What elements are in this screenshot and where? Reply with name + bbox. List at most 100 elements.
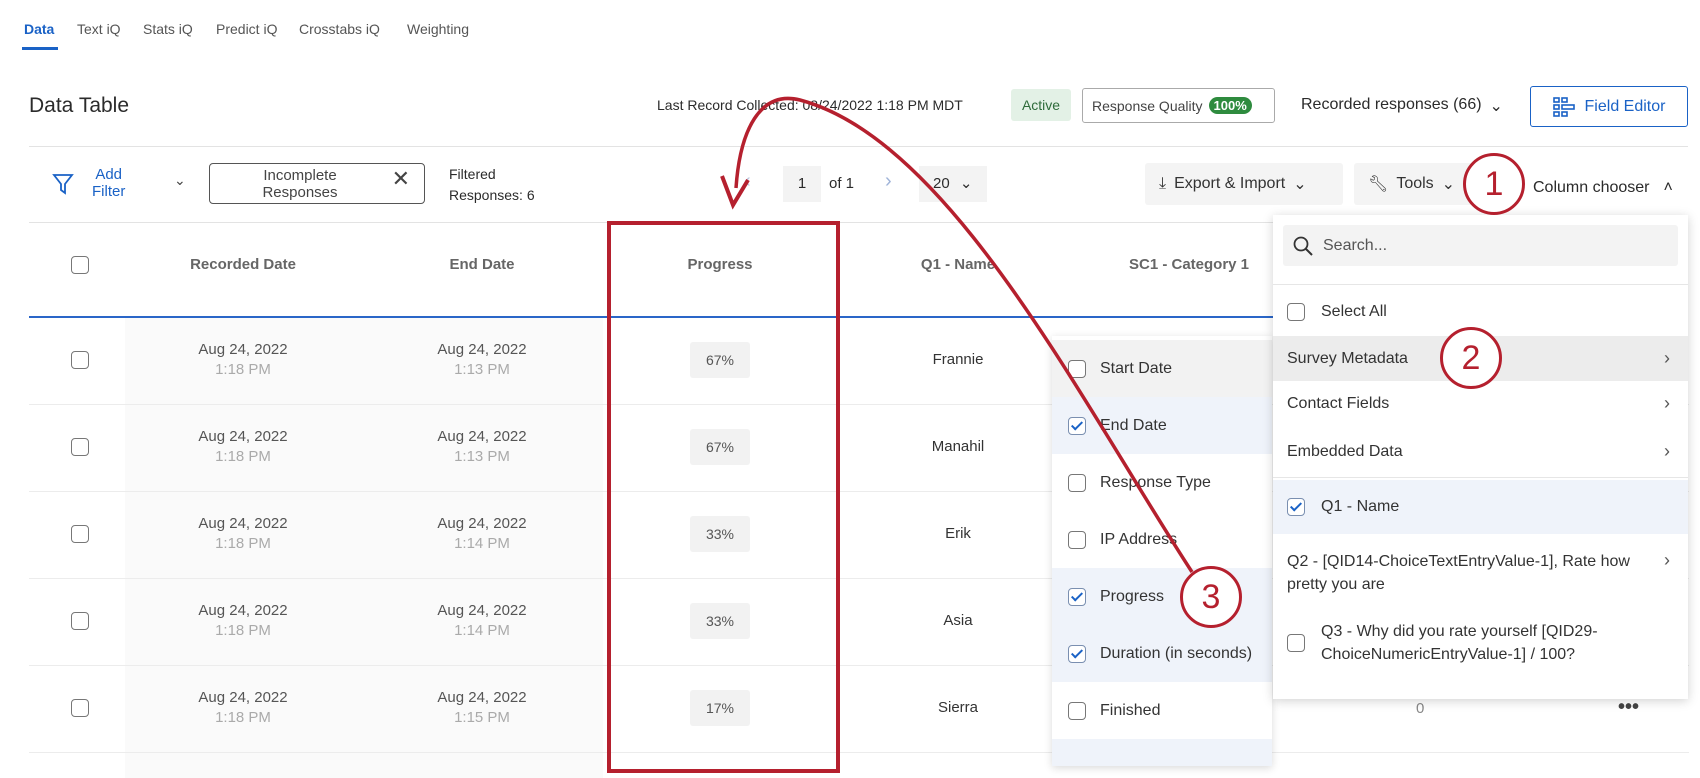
name-cell: Sierra bbox=[937, 699, 979, 716]
add-filter-button[interactable]: Add Filter bbox=[92, 166, 126, 200]
column-header-q1-name[interactable]: Q1 - Name bbox=[920, 256, 996, 273]
recorded-date-cell: Aug 24, 2022 1:18 PM bbox=[198, 602, 288, 639]
response-quality-label: Response Quality bbox=[1092, 97, 1203, 114]
recorded-responses-label: Recorded responses (66) bbox=[1301, 96, 1482, 113]
select-all-option[interactable]: Select All bbox=[1273, 291, 1688, 333]
status-badge: Active bbox=[1011, 89, 1071, 121]
chevron-down-icon[interactable]: ⌄ bbox=[174, 172, 186, 188]
recorded-date-cell: Aug 24, 2022 1:18 PM bbox=[198, 515, 288, 552]
column-header-sc1-category[interactable]: SC1 - Category 1 bbox=[1128, 256, 1250, 273]
checkbox[interactable] bbox=[1287, 634, 1305, 652]
field-editor-button[interactable]: Field Editor bbox=[1530, 86, 1688, 127]
checkbox[interactable] bbox=[1068, 587, 1086, 606]
chevron-up-icon: ˄ bbox=[1663, 179, 1673, 196]
tab-crosstabs-iq[interactable]: Crosstabs iQ bbox=[299, 21, 380, 37]
annotation-marker-2: 2 bbox=[1440, 327, 1502, 389]
tab-weighting[interactable]: Weighting bbox=[407, 21, 470, 37]
chevron-right-icon: › bbox=[1664, 441, 1670, 461]
divider bbox=[29, 146, 1688, 147]
metadata-option[interactable]: Duration (in seconds) bbox=[1052, 625, 1272, 682]
recorded-date-cell: Aug 24, 2022 1:18 PM bbox=[198, 689, 288, 726]
end-date-cell: Aug 24, 2022 1:14 PM bbox=[437, 515, 527, 552]
metadata-option[interactable]: Finished bbox=[1052, 682, 1272, 739]
tools-button[interactable]: 🔧︎ Tools ⌄ bbox=[1354, 163, 1474, 205]
row-divider bbox=[29, 578, 1689, 579]
chevron-right-icon: › bbox=[1664, 393, 1670, 413]
metadata-option[interactable]: Start Date bbox=[1052, 340, 1272, 397]
checkbox[interactable] bbox=[1068, 530, 1086, 549]
page-count: of 1 bbox=[829, 175, 855, 192]
recorded-responses-dropdown[interactable]: Recorded responses (66) ⌄ bbox=[1301, 96, 1503, 116]
column-shade bbox=[125, 318, 603, 778]
filter-chip[interactable]: Incomplete Responses ✕ bbox=[209, 163, 425, 204]
checkbox[interactable] bbox=[1287, 498, 1305, 516]
row-actions-icon[interactable]: ••• bbox=[1618, 696, 1640, 718]
chevron-down-icon: ⌄ bbox=[1489, 98, 1503, 115]
column-header-recorded-date[interactable]: Recorded Date bbox=[190, 256, 296, 273]
name-cell: Erik bbox=[945, 525, 971, 542]
filtered-responses-count: Filtered Responses: 6 bbox=[449, 166, 535, 203]
page-title: Data Table bbox=[29, 94, 130, 117]
progress-cell: 67% bbox=[690, 429, 750, 465]
next-page-icon[interactable]: › bbox=[885, 170, 892, 192]
field-editor-label: Field Editor bbox=[1584, 97, 1666, 115]
active-tab-indicator bbox=[22, 47, 58, 50]
end-date-cell: Aug 24, 2022 1:14 PM bbox=[437, 602, 527, 639]
filter-icon[interactable] bbox=[52, 172, 74, 196]
tab-predict-iq[interactable]: Predict iQ bbox=[216, 21, 278, 37]
checkbox[interactable] bbox=[1068, 701, 1086, 720]
page-input[interactable]: 1 bbox=[783, 166, 821, 202]
menu-item-contact-fields[interactable]: Contact Fields › bbox=[1287, 393, 1670, 413]
row-checkbox[interactable] bbox=[71, 612, 89, 630]
chevron-down-icon: ⌄ bbox=[1293, 176, 1307, 193]
end-date-cell: Aug 24, 2022 1:13 PM bbox=[437, 428, 527, 465]
row-divider bbox=[29, 752, 1689, 753]
column-chooser-button[interactable]: Column chooser ˄ bbox=[1533, 179, 1673, 196]
column-option-q2[interactable]: Q2 - [QID14-ChoiceTextEntryValue-1], Rat… bbox=[1287, 550, 1670, 593]
last-record-collected: Last Record Collected: 08/24/2022 1:18 P… bbox=[657, 97, 963, 113]
rows-per-page-select[interactable]: 20 ⌄ bbox=[919, 166, 987, 202]
row-checkbox[interactable] bbox=[71, 438, 89, 456]
checkbox[interactable] bbox=[1068, 416, 1086, 435]
recorded-date-cell: Aug 24, 2022 1:18 PM bbox=[198, 341, 288, 378]
tab-data[interactable]: Data bbox=[24, 21, 55, 37]
checkbox[interactable] bbox=[1068, 644, 1086, 663]
end-date-cell: Aug 24, 2022 1:15 PM bbox=[437, 689, 527, 726]
checkbox[interactable] bbox=[1287, 303, 1305, 321]
tab-text-iq[interactable]: Text iQ bbox=[77, 21, 121, 37]
header-underline bbox=[29, 316, 1279, 318]
menu-item-embedded-data[interactable]: Embedded Data › bbox=[1287, 441, 1670, 461]
field-editor-icon bbox=[1552, 96, 1575, 117]
row-checkbox[interactable] bbox=[71, 525, 89, 543]
tab-stats-iq[interactable]: Stats iQ bbox=[143, 21, 193, 37]
search-input[interactable]: Search... bbox=[1283, 225, 1678, 266]
progress-cell: 67% bbox=[690, 342, 750, 378]
download-icon: ⤓ bbox=[1159, 175, 1167, 192]
close-icon[interactable]: ✕ bbox=[391, 166, 410, 191]
response-quality-button[interactable]: Response Quality 100% bbox=[1082, 88, 1275, 123]
checkbox[interactable] bbox=[1068, 359, 1086, 378]
chevron-down-icon: ⌄ bbox=[1441, 176, 1456, 193]
select-all-rows-checkbox[interactable] bbox=[71, 256, 89, 274]
column-option-q1[interactable]: Q1 - Name bbox=[1273, 480, 1688, 534]
export-import-button[interactable]: ⤓ Export & Import ⌄ bbox=[1145, 163, 1343, 205]
progress-cell: 33% bbox=[690, 603, 750, 639]
checkbox[interactable] bbox=[1068, 473, 1086, 492]
metadata-option[interactable]: Response Type bbox=[1052, 454, 1272, 511]
metadata-option[interactable]: End Date bbox=[1052, 397, 1272, 454]
name-cell: Frannie bbox=[932, 351, 984, 368]
row-checkbox[interactable] bbox=[71, 699, 89, 717]
progress-cell: 33% bbox=[690, 516, 750, 552]
column-header-progress[interactable]: Progress bbox=[687, 256, 753, 273]
row-divider bbox=[29, 404, 1689, 405]
survey-metadata-submenu: Start Date End Date Response Type IP Addres… bbox=[1052, 336, 1272, 766]
row-divider bbox=[29, 491, 1689, 492]
annotation-marker-3: 3 bbox=[1180, 566, 1242, 628]
wrench-icon: 🔧︎ bbox=[1368, 176, 1389, 193]
chevron-right-icon: › bbox=[1664, 550, 1670, 570]
metadata-option[interactable]: IP Address bbox=[1052, 511, 1272, 568]
column-header-end-date[interactable]: End Date bbox=[449, 256, 515, 273]
column-option-q3[interactable]: Q3 - Why did you rate yourself [QID29-Ch… bbox=[1273, 615, 1688, 671]
row-checkbox[interactable] bbox=[71, 351, 89, 369]
row-divider bbox=[29, 665, 1689, 666]
